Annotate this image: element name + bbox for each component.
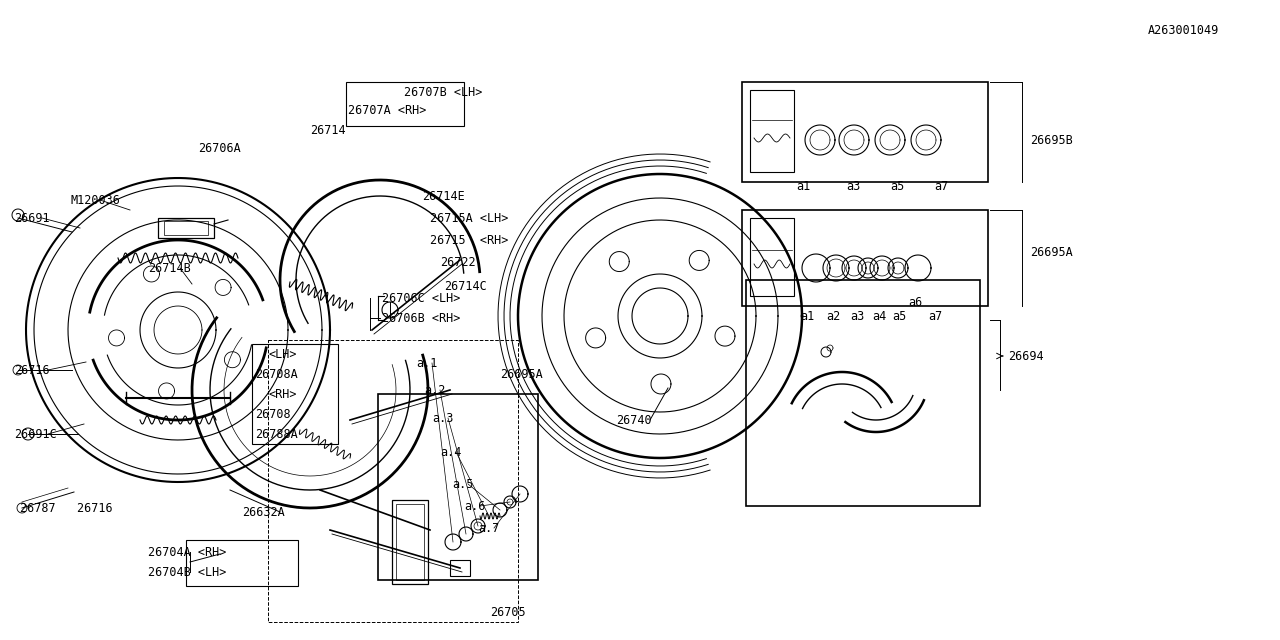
Text: 26740: 26740	[616, 413, 652, 426]
Text: 26722: 26722	[440, 255, 476, 269]
Bar	[252, 344, 338, 444]
Text: a.6: a.6	[465, 499, 485, 513]
Text: 26714: 26714	[310, 124, 346, 136]
Text: a5: a5	[892, 310, 906, 323]
Bar	[346, 82, 465, 126]
Text: 26695A: 26695A	[1030, 246, 1073, 259]
Bar	[392, 500, 428, 584]
Text: a4: a4	[872, 310, 886, 323]
Text: 26691C: 26691C	[14, 428, 56, 440]
Bar	[157, 218, 214, 238]
Bar	[268, 340, 518, 622]
Text: 26714B: 26714B	[148, 262, 191, 275]
Text: a.7: a.7	[477, 522, 499, 534]
Bar	[451, 560, 470, 576]
Text: 26694: 26694	[1009, 349, 1043, 362]
Text: 26695A: 26695A	[500, 367, 543, 381]
Bar	[742, 210, 988, 306]
Text: A263001049: A263001049	[1148, 24, 1220, 36]
Text: 26788A: 26788A	[255, 428, 298, 440]
Text: M120036: M120036	[70, 193, 120, 207]
Text: a2: a2	[826, 310, 840, 323]
Text: 26716: 26716	[14, 364, 50, 376]
Text: 26706B <RH>: 26706B <RH>	[381, 312, 461, 324]
Text: a7: a7	[934, 179, 948, 193]
Text: <RH>: <RH>	[268, 387, 297, 401]
Text: a.4: a.4	[440, 445, 461, 458]
Bar	[746, 280, 980, 506]
Text: a6: a6	[908, 296, 923, 308]
Bar	[396, 504, 424, 580]
Text: 26708: 26708	[255, 408, 291, 420]
Text: 26705: 26705	[490, 605, 526, 618]
Text: 26704A <RH>: 26704A <RH>	[148, 545, 227, 559]
Text: 26715  <RH>: 26715 <RH>	[430, 234, 508, 246]
Text: <LH>: <LH>	[268, 348, 297, 360]
Text: a7: a7	[928, 310, 942, 323]
Bar	[750, 218, 794, 296]
Text: 26695B: 26695B	[1030, 134, 1073, 147]
Bar	[378, 394, 538, 580]
Text: a3: a3	[846, 179, 860, 193]
Text: a.3: a.3	[433, 412, 453, 424]
Text: 26706A: 26706A	[198, 141, 241, 154]
Text: 26708A: 26708A	[255, 367, 298, 381]
Text: a.5: a.5	[452, 477, 474, 490]
Text: 26714E: 26714E	[422, 189, 465, 202]
Text: a.1: a.1	[416, 356, 438, 369]
Text: a1: a1	[800, 310, 814, 323]
Bar	[750, 90, 794, 172]
Text: 26704B <LH>: 26704B <LH>	[148, 566, 227, 579]
Text: 26707A <RH>: 26707A <RH>	[348, 104, 426, 116]
Text: 26787   26716: 26787 26716	[20, 502, 113, 515]
Text: 26691: 26691	[14, 211, 50, 225]
Text: 26715A <LH>: 26715A <LH>	[430, 211, 508, 225]
Text: 26714C: 26714C	[444, 280, 486, 292]
Text: 26706C <LH>: 26706C <LH>	[381, 291, 461, 305]
Text: 26632A: 26632A	[242, 506, 284, 518]
Text: a5: a5	[890, 179, 904, 193]
Bar	[186, 540, 298, 586]
Text: a.2: a.2	[424, 383, 445, 397]
Text: a3: a3	[850, 310, 864, 323]
Text: a1: a1	[796, 179, 810, 193]
Bar	[164, 221, 209, 235]
Text: 26707B <LH>: 26707B <LH>	[404, 86, 483, 99]
Bar	[742, 82, 988, 182]
